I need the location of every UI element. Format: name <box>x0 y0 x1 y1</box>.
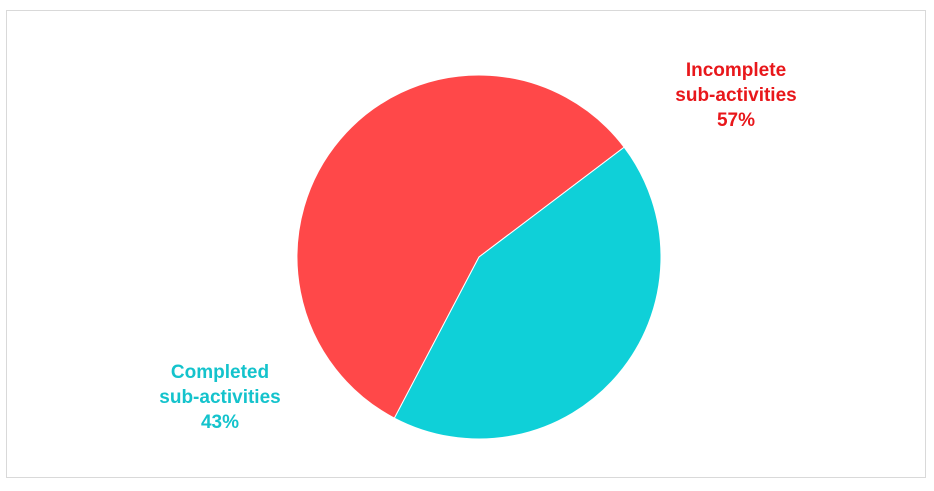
label-completed-line2: sub-activities <box>159 387 281 408</box>
label-incomplete-sub-activities: Incomplete sub-activities 57% <box>636 58 836 133</box>
label-incomplete-line2: sub-activities <box>675 85 797 106</box>
pie-slice-incomplete-sub-activities <box>296 74 625 419</box>
label-incomplete-percent: 57% <box>716 110 756 131</box>
label-completed-percent: 43% <box>200 412 240 433</box>
label-incomplete-line1: Incomplete <box>685 60 787 81</box>
label-completed-sub-activities: Completed sub-activities 43% <box>130 360 310 435</box>
label-completed-line1: Completed <box>170 362 270 383</box>
pie-slice-completed-sub-activities <box>393 146 662 440</box>
